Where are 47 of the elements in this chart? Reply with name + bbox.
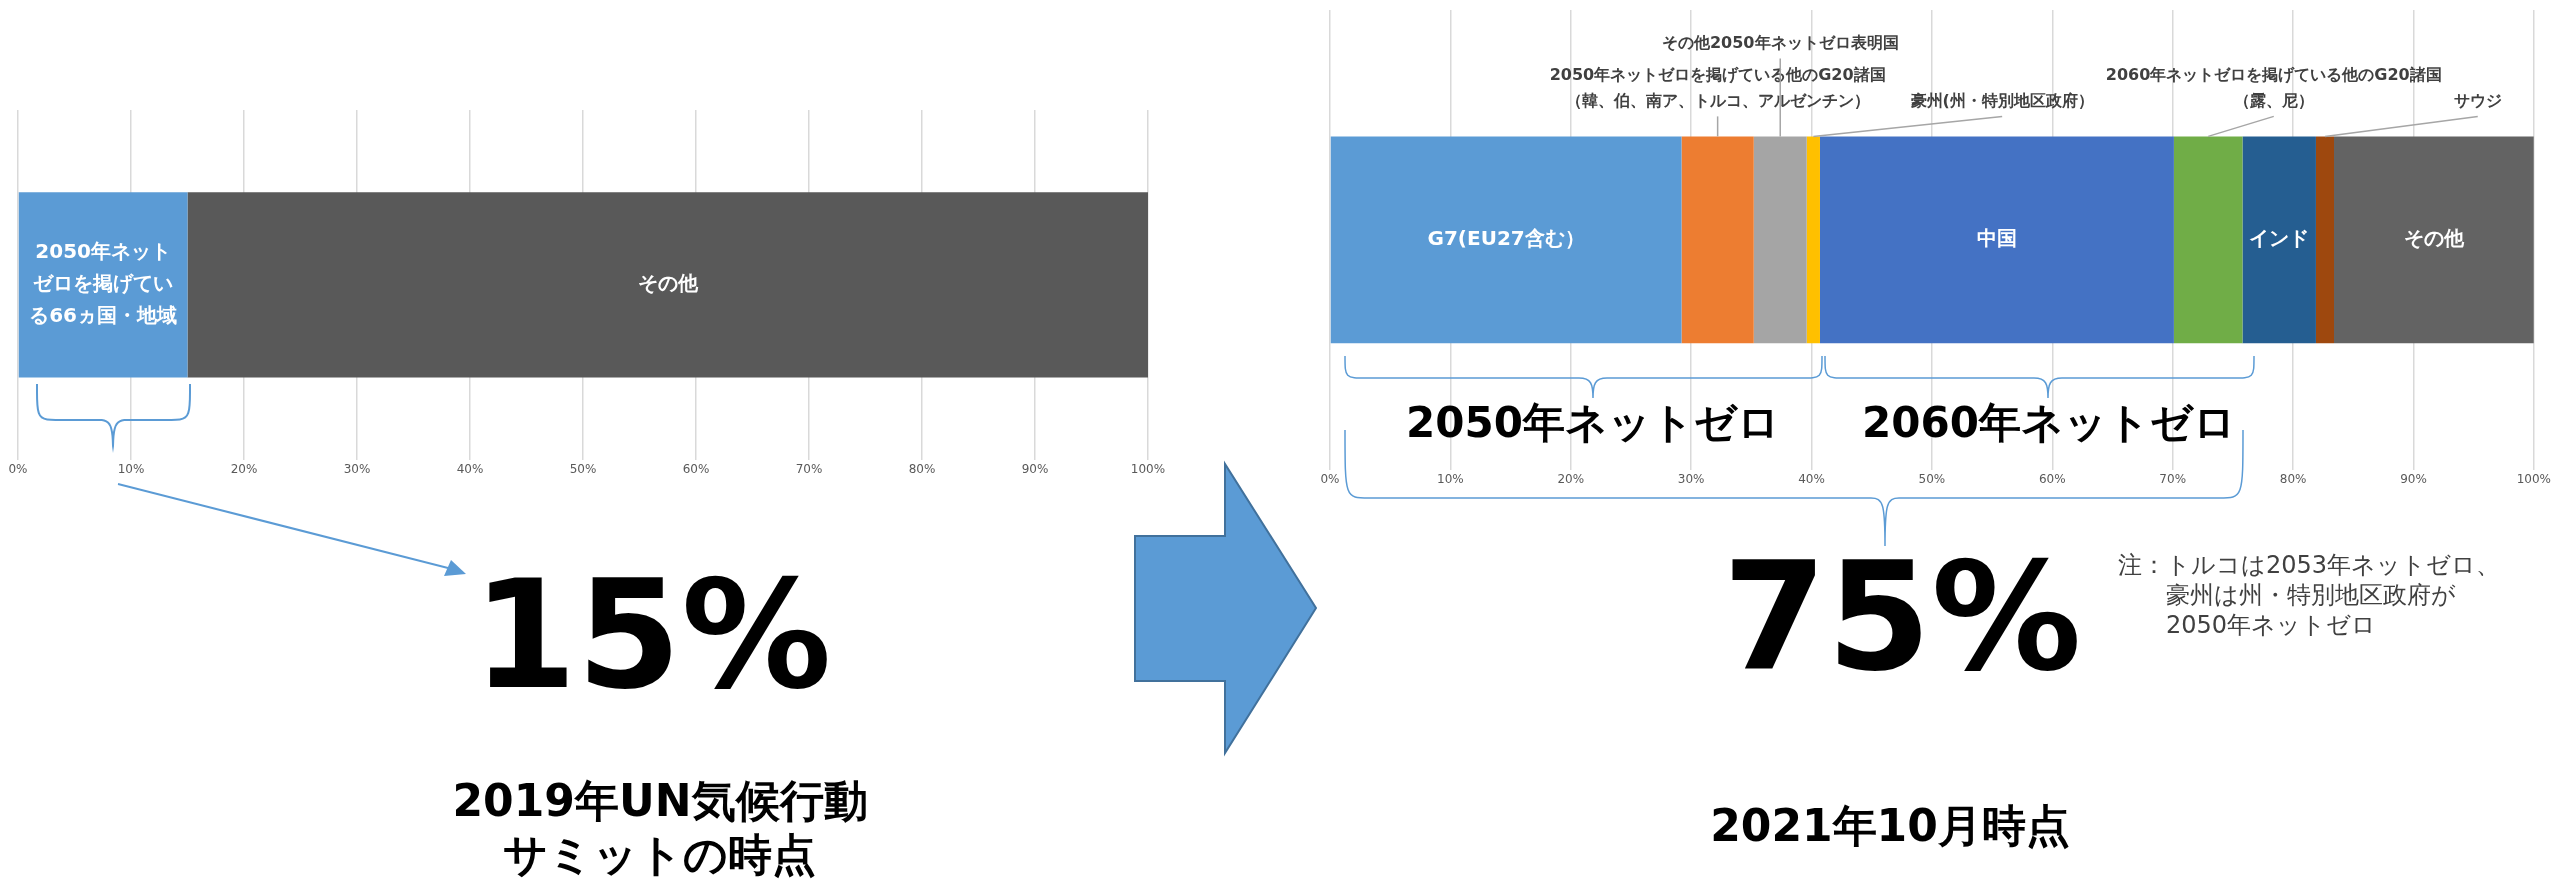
x-tick-label: 50% [569, 461, 597, 476]
x-tick-label: 0% [8, 461, 28, 476]
x-tick-label: 0% [1320, 471, 1340, 486]
x-tick-label: 10% [1437, 471, 1464, 486]
text: 2021年10月時点 [1710, 800, 2070, 853]
series-label: 2050年ネットゼロを掲げている66ヵ国・地域 [29, 239, 178, 327]
text: 豪州(州・特別地区政府） [1909, 90, 2094, 110]
text: 75% [1722, 529, 2082, 706]
bar [2173, 136, 2243, 344]
x-tick-label: 40% [1798, 471, 1825, 486]
text: 15% [472, 547, 832, 724]
annotation: 2060年ネットゼロ [1862, 398, 2236, 449]
text: 2019年UN気候行動サミットの時点 [452, 774, 868, 882]
x-tick-label: 30% [343, 461, 371, 476]
series-label: G7(EU27含む） [1427, 226, 1585, 250]
x-tick-label: 90% [1021, 461, 1049, 476]
x-tick-label: 60% [682, 461, 710, 476]
x-tick-label: 70% [795, 461, 823, 476]
bar [1681, 136, 1754, 344]
x-tick-label: 100% [2516, 471, 2551, 486]
text: 注：トルコは2053年ネットゼロ、豪州は州・特別地区政府が2050年ネットゼロ [2118, 550, 2501, 640]
series-label: インド [2249, 226, 2310, 250]
annotation: 2050年ネットゼロ [1406, 398, 1780, 449]
x-tick-label: 10% [117, 461, 145, 476]
x-tick-label: 40% [456, 461, 484, 476]
series-label: その他 [2403, 226, 2465, 250]
bar [2242, 136, 2316, 344]
x-tick-label: 90% [2400, 471, 2427, 486]
bar [1330, 136, 1682, 344]
bar [1819, 136, 2174, 344]
text: サウジ [2453, 90, 2502, 110]
x-tick-label: 30% [1677, 471, 1705, 486]
text: その他2050年ネットゼロ表明国 [1661, 32, 1899, 52]
bar [2334, 136, 2534, 344]
series-label: 中国 [1976, 226, 2017, 250]
x-tick-label: 20% [230, 461, 258, 476]
series-label: その他 [637, 271, 699, 295]
x-tick-label: 60% [2038, 471, 2066, 486]
x-tick-label: 100% [1130, 461, 1166, 476]
text: 2060年ネットゼロを掲げている他のG20諸国（露、尼） [2105, 64, 2442, 110]
bar [2315, 136, 2335, 344]
x-tick-label: 80% [2279, 471, 2307, 486]
x-tick-label: 20% [1557, 471, 1585, 486]
bar [1806, 136, 1820, 344]
x-tick-label: 70% [2159, 471, 2187, 486]
x-tick-label: 80% [908, 461, 936, 476]
x-tick-label: 50% [1918, 471, 1946, 486]
